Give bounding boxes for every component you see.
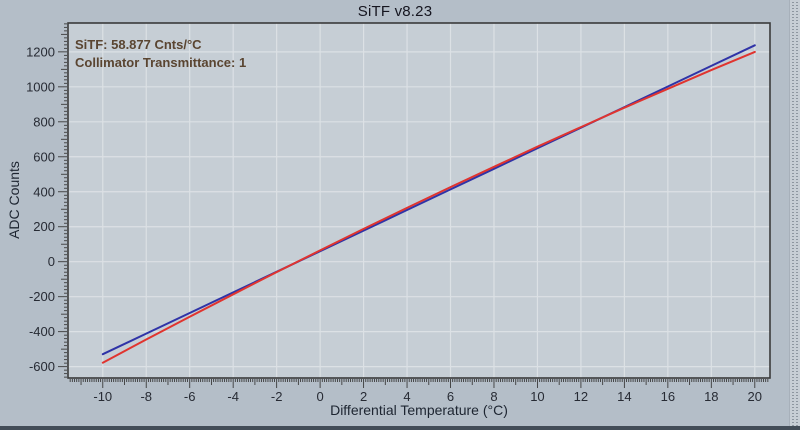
y-tick-label: 200 <box>33 219 55 234</box>
x-tick-label: 12 <box>574 389 588 404</box>
annotation-box: SiTF: 58.877 Cnts/°C Collimator Transmit… <box>75 36 246 72</box>
x-tick-label: -6 <box>184 389 196 404</box>
x-tick-label: 20 <box>748 389 762 404</box>
x-tick-label: 14 <box>617 389 631 404</box>
series-linear-fit-line <box>101 44 756 356</box>
y-tick-label: 1200 <box>26 44 55 59</box>
right-scrollbar-gutter[interactable] <box>789 0 800 426</box>
y-axis-title: ADC Counts <box>6 161 22 239</box>
y-tick-label: 400 <box>33 184 55 199</box>
y-tick-label: 600 <box>33 149 55 164</box>
x-tick-label: -4 <box>227 389 239 404</box>
x-axis-title: Differential Temperature (°C) <box>330 402 508 418</box>
y-tick-label: -400 <box>29 324 55 339</box>
y-tick-label: 1000 <box>26 79 55 94</box>
series-measured-line <box>101 50 756 364</box>
plot-frame <box>67 22 771 379</box>
y-tick-label: -200 <box>29 289 55 304</box>
x-tick-label: 16 <box>661 389 675 404</box>
y-tick-label: 800 <box>33 114 55 129</box>
gridlines <box>68 23 770 378</box>
sitf-value-label: SiTF: 58.877 Cnts/°C <box>75 37 202 52</box>
x-tick-labels: -10 -8 -6 -4 -2 0 2 4 6 8 10 12 14 16 18 20 <box>93 389 762 404</box>
x-tick-label: -10 <box>93 389 112 404</box>
x-tick-label: 0 <box>316 389 323 404</box>
window-title: SiTF v8.23 <box>357 3 433 20</box>
x-tick-label: -8 <box>140 389 152 404</box>
x-tick-label: 6 <box>447 389 454 404</box>
y-tick-label: 0 <box>48 254 55 269</box>
x-tick-label: 10 <box>530 389 544 404</box>
x-tick-label: 8 <box>490 389 497 404</box>
window-bottom-edge <box>0 426 800 430</box>
x-tick-label: -2 <box>271 389 283 404</box>
y-tick-label: -600 <box>29 359 55 374</box>
y-tick-labels: -600 -400 -200 0 200 400 600 800 1000 1200 <box>26 44 55 374</box>
collimator-transmittance-label: Collimator Transmittance: 1 <box>75 55 247 70</box>
x-tick-label: 4 <box>403 389 410 404</box>
x-tick-label: 2 <box>360 389 367 404</box>
axis-ticks <box>58 23 769 388</box>
x-tick-label: 18 <box>704 389 718 404</box>
